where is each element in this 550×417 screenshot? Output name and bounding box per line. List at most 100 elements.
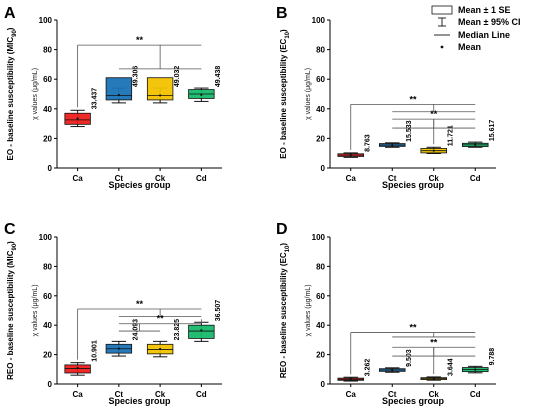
panel-letter: D	[276, 221, 288, 238]
box-ct: 49.306	[105, 66, 140, 104]
box-ct: 9.503	[378, 349, 413, 373]
mean-point	[432, 377, 435, 380]
box-cd: 36.507	[188, 300, 222, 342]
mean-point	[391, 368, 394, 372]
box-ct: 15.533	[378, 120, 413, 148]
mean-point	[117, 93, 120, 97]
box-ct: 24.093	[105, 319, 140, 357]
mean-point	[76, 117, 79, 120]
significance-bracket: **	[77, 299, 202, 360]
y-axis-title-main: REO - baseline susceptibility (MIC	[6, 250, 15, 380]
mean-point	[474, 368, 477, 371]
box-ca: 3.262	[337, 359, 372, 382]
mean-point	[200, 93, 203, 96]
x-tick-label: Ck	[429, 390, 440, 399]
box-cd: 15.617	[461, 120, 496, 148]
panel-b: B 0 20 40 60 80 100 Ca Ct Ck Cd Species group EO - b…	[276, 5, 496, 190]
significance-label: **	[409, 323, 417, 333]
se-box	[146, 77, 174, 101]
value-label: 11.721	[448, 125, 455, 146]
y-tick-label: 20	[43, 351, 52, 360]
value-label: 3.644	[448, 358, 455, 376]
mean-point	[200, 329, 203, 332]
y-axis-title-end: )	[279, 243, 288, 246]
y-axis-title-end: )	[6, 27, 15, 30]
significance-label: **	[136, 35, 144, 45]
box-ck: 3.644	[420, 358, 455, 381]
panel-letter: B	[276, 5, 288, 22]
value-label: 15.617	[489, 120, 496, 142]
y-tick-label: 100	[312, 16, 326, 25]
y-tick-label: 80	[43, 46, 52, 55]
se-box	[105, 77, 133, 101]
value-label: 36.507	[215, 300, 222, 322]
y-tick-label: 40	[316, 321, 325, 330]
x-axis-title: Species group	[108, 396, 171, 406]
y-tick-label: 0	[48, 164, 53, 173]
significance-label: **	[409, 94, 417, 104]
y-tick-label: 60	[316, 292, 325, 301]
y-axis-units: χ values (μg/mL)	[305, 284, 312, 336]
value-label: 10.901	[91, 340, 98, 362]
y-axis-title-end: )	[6, 241, 15, 244]
y-tick-label: 20	[43, 134, 52, 143]
panel-letter: A	[4, 5, 16, 22]
y-axis-units: χ values (μg/mL)	[32, 284, 39, 336]
x-axis-title: Species group	[382, 180, 445, 190]
x-axis-title: Species group	[108, 180, 171, 190]
panel-letter: C	[4, 221, 16, 238]
value-label: 9.503	[406, 349, 413, 367]
panel-c: C 0 20 40 60 80 100 Ca Ct Ck Cd Species group REO - …	[4, 221, 222, 406]
panel-d: D 0 20 40 60 80 100 Ca Ct Ck Cd Species group REO - …	[276, 221, 496, 406]
box-ca: 33.437	[64, 88, 98, 128]
legend-se-label: Mean ± 1 SE	[458, 5, 510, 15]
y-tick-label: 80	[316, 46, 325, 55]
significance-bracket: **	[77, 35, 202, 108]
x-tick-label: Cd	[470, 390, 481, 399]
y-tick-label: 60	[316, 75, 325, 84]
significance-label: **	[430, 337, 438, 347]
x-tick-label: Ca	[73, 390, 84, 399]
y-tick-label: 40	[316, 105, 325, 114]
y-axis-title: EO - baseline susceptibility (EC10)	[279, 29, 291, 159]
value-label: 49.306	[133, 66, 140, 88]
significance-label: **	[136, 299, 144, 309]
legend-mean-label: Mean	[458, 42, 481, 52]
panel-a: A 0 20 40 60 80 100 Ca Ct Ck Cd Species group EO - b…	[4, 5, 222, 190]
x-tick-label: Ca	[346, 174, 357, 183]
x-tick-label: Ca	[346, 390, 357, 399]
legend-mean-swatch	[440, 45, 444, 49]
legend: Mean ± 1 SE Mean ± 95% CI Median Line Mean	[431, 5, 520, 52]
value-label: 23.825	[174, 319, 181, 341]
mean-point	[117, 347, 120, 350]
x-axis-title: Species group	[382, 396, 445, 406]
significance-bracket: **	[118, 314, 202, 332]
y-tick-label: 0	[321, 164, 326, 173]
y-tick-label: 20	[316, 351, 325, 360]
significance-label: **	[430, 109, 438, 119]
y-tick-label: 100	[312, 233, 326, 242]
x-tick-label: Ck	[155, 174, 166, 183]
box-cd: 49.438	[188, 66, 222, 102]
y-tick-label: 60	[43, 292, 52, 301]
box-ca: 8.763	[337, 134, 372, 158]
mean-point	[76, 366, 79, 370]
x-tick-label: Ct	[388, 390, 397, 399]
box-ck: 11.721	[420, 125, 455, 154]
mean-point	[474, 143, 477, 146]
y-tick-label: 100	[39, 233, 53, 242]
y-axis-title-sub: 90	[12, 30, 18, 37]
y-tick-label: 80	[316, 262, 325, 271]
value-label: 9.788	[489, 348, 496, 366]
y-tick-label: 40	[43, 321, 52, 330]
mean-point	[349, 153, 352, 157]
y-axis-title-main: EO - baseline susceptibility (MIC	[6, 37, 15, 161]
mean-point	[391, 143, 394, 147]
x-tick-label: Ct	[115, 390, 124, 399]
y-tick-label: 40	[43, 105, 52, 114]
legend-se-swatch	[431, 5, 453, 15]
legend-ci-label: Mean ± 95% CI	[458, 17, 520, 27]
value-label: 24.093	[133, 319, 140, 341]
